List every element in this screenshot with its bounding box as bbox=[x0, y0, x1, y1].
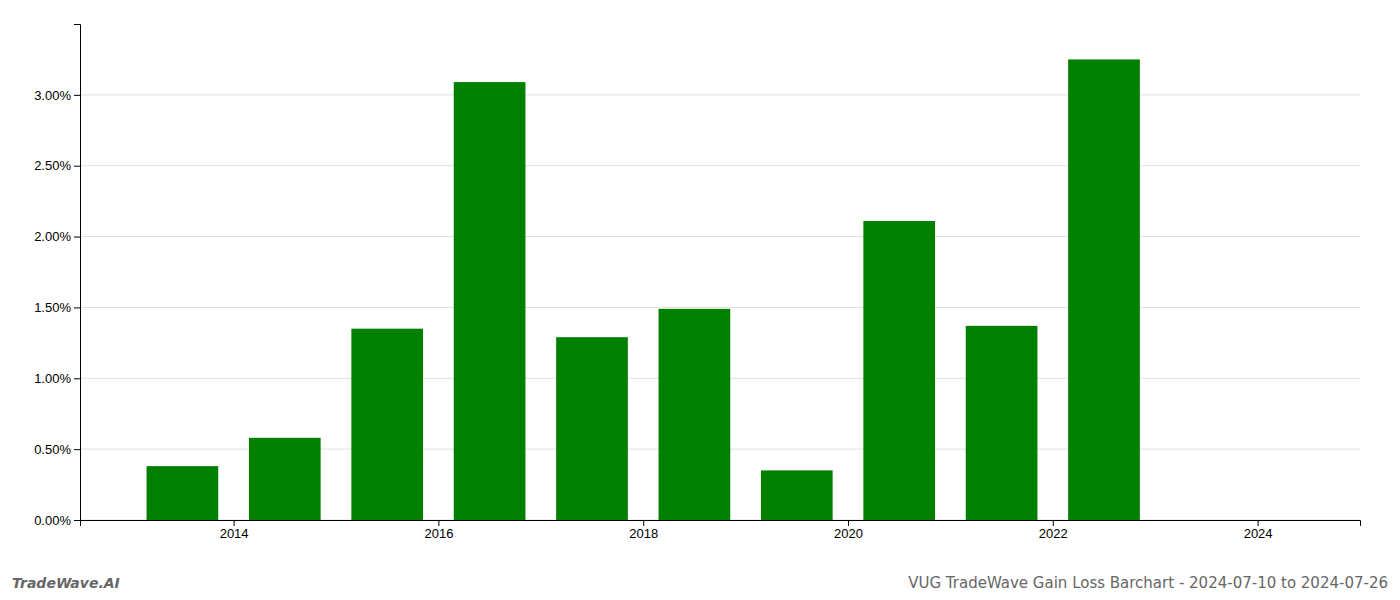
x-tick-label: 2018 bbox=[629, 526, 658, 541]
watermark: TradeWave.AI bbox=[12, 575, 120, 591]
bar bbox=[556, 337, 628, 520]
y-tick-mark bbox=[74, 95, 80, 96]
x-tick-label: 2020 bbox=[834, 526, 863, 541]
bar bbox=[454, 82, 526, 520]
bar bbox=[351, 329, 423, 520]
x-axis: 2014 2016 2018 2020 2022 2024 bbox=[81, 520, 1361, 541]
y-tick: 2.50% bbox=[34, 158, 80, 173]
y-tick-mark bbox=[74, 449, 80, 450]
bars bbox=[147, 59, 1140, 520]
chart: 2014 2016 2018 2020 2022 2024 0.00% 0.50% 1.00% 1… bbox=[0, 0, 1400, 600]
plot: 2014 2016 2018 2020 2022 2024 0.00% 0.50% 1.00% 1… bbox=[34, 25, 1360, 542]
x-tick-label: 2016 bbox=[424, 526, 453, 541]
x-tick: 2014 bbox=[220, 520, 249, 541]
x-tick-label: 2024 bbox=[1244, 526, 1273, 541]
x-tick: 2016 bbox=[424, 520, 453, 541]
bar bbox=[249, 438, 321, 520]
y-tick-mark bbox=[74, 237, 80, 238]
y-tick-mark bbox=[74, 307, 80, 308]
x-tick-mark bbox=[1258, 520, 1259, 526]
y-tick-label: 2.00% bbox=[34, 229, 71, 244]
x-tick: 2018 bbox=[629, 520, 658, 541]
x-tick-label: 2014 bbox=[220, 526, 249, 541]
bar bbox=[1068, 59, 1140, 520]
y-tick-mark bbox=[74, 166, 80, 167]
grid bbox=[80, 95, 1360, 520]
bar bbox=[659, 309, 731, 520]
x-tick-mark bbox=[848, 520, 849, 526]
x-tick: 2022 bbox=[1039, 520, 1068, 541]
y-tick-mark bbox=[74, 520, 80, 521]
y-tick-label: 3.00% bbox=[34, 88, 71, 103]
x-tick: 2024 bbox=[1244, 520, 1273, 541]
x-tick-mark bbox=[643, 520, 644, 526]
y-tick-label: 1.50% bbox=[34, 300, 71, 315]
y-tick: 3.00% bbox=[34, 88, 80, 103]
y-tick: 1.00% bbox=[34, 371, 80, 386]
y-tick-mark bbox=[74, 378, 80, 379]
bar bbox=[147, 466, 219, 520]
bar bbox=[761, 470, 833, 520]
x-axis-line bbox=[81, 521, 1361, 527]
y-axis-line bbox=[74, 25, 81, 521]
bar bbox=[863, 221, 935, 520]
y-tick-label: 0.50% bbox=[34, 442, 71, 457]
grid-line bbox=[80, 307, 1360, 308]
y-tick: 1.50% bbox=[34, 300, 80, 315]
x-tick: 2020 bbox=[834, 520, 863, 541]
x-tick-mark bbox=[1053, 520, 1054, 526]
x-tick-mark bbox=[234, 520, 235, 526]
x-tick-mark bbox=[438, 520, 439, 526]
grid-line bbox=[80, 236, 1360, 237]
bar bbox=[966, 326, 1038, 520]
y-tick: 0.50% bbox=[34, 442, 80, 457]
title: VUG TradeWave Gain Loss Barchart - 2024-… bbox=[908, 574, 1388, 592]
x-tick-label: 2022 bbox=[1039, 526, 1068, 541]
y-tick-label: 0.00% bbox=[34, 513, 71, 528]
y-tick-label: 1.00% bbox=[34, 371, 71, 386]
y-axis: 0.00% 0.50% 1.00% 1.50% 2.00% 2.50% 3.00% bbox=[34, 25, 80, 528]
y-tick-label: 2.50% bbox=[34, 158, 71, 173]
grid-line bbox=[80, 94, 1360, 95]
y-tick: 2.00% bbox=[34, 229, 80, 244]
grid-line bbox=[80, 165, 1360, 166]
y-tick: 0.00% bbox=[34, 513, 80, 528]
